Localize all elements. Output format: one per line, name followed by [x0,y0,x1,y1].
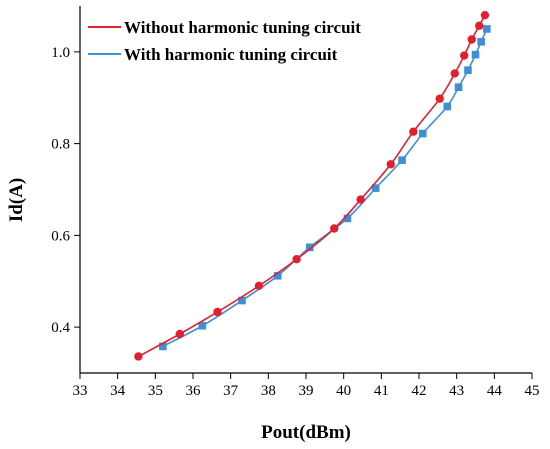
data-point-square [464,66,472,75]
data-point-square [371,184,380,192]
data-point-circle [480,10,490,20]
data-point-square [198,321,207,330]
data-point-square [483,25,491,33]
legend: Without harmonic tuning circuit With harm… [88,18,361,64]
y-axis-ticks: 0.4 0.6 0.8 1.0 [51,45,80,336]
y-tick-label: 1.0 [51,45,70,61]
data-point-square [471,50,480,59]
y-tick-label: 0.4 [51,320,70,336]
x-tick-label: 33 [73,383,88,399]
series-without-tuning [134,10,490,361]
x-tick-label: 39 [299,383,314,399]
x-axis-ticks: 33 34 35 36 37 38 39 40 41 42 43 44 45 [73,373,540,399]
data-point-square [159,342,167,351]
y-tick-label: 0.6 [51,228,70,244]
x-tick-label: 44 [487,383,503,399]
data-point-circle [292,255,301,264]
data-point-square [343,214,352,223]
x-tick-label: 37 [223,383,239,399]
series-layer [134,10,491,361]
x-tick-label: 36 [186,383,202,399]
data-point-square [443,102,452,111]
data-point-circle [213,307,222,317]
data-point-circle [356,195,365,204]
y-tick-label: 0.8 [51,137,70,153]
data-point-circle [435,94,444,103]
data-point-circle [134,352,143,361]
data-point-circle [386,160,395,169]
data-point-circle [409,127,418,136]
x-tick-label: 43 [449,383,464,399]
data-point-square [273,271,282,280]
y-axis-label: Id(A) [6,178,27,222]
data-point-circle [475,21,484,30]
data-point-circle [450,69,459,78]
x-axis-label: Pout(dBm) [261,422,351,443]
x-tick-label: 42 [412,383,427,399]
x-tick-label: 41 [374,383,389,399]
x-tick-label: 34 [110,383,126,399]
series-line [138,14,486,358]
data-point-square [398,156,406,164]
data-point-circle [467,35,476,44]
data-point-circle [175,329,185,339]
x-tick-label: 40 [336,383,351,399]
series-line [162,28,488,348]
series-with-tuning [159,25,491,351]
data-point-square [477,37,485,46]
data-point-circle [330,224,339,233]
x-tick-label: 45 [525,383,540,399]
legend-label: Without harmonic tuning circuit [124,18,361,37]
legend-label: With harmonic tuning circuit [124,45,338,64]
x-tick-label: 38 [261,383,276,399]
data-point-square [454,83,463,91]
data-point-square [305,243,314,252]
data-point-square [238,296,246,305]
data-point-circle [254,281,264,291]
x-tick-label: 35 [148,383,163,399]
data-point-circle [460,51,469,60]
data-point-square [418,129,427,138]
